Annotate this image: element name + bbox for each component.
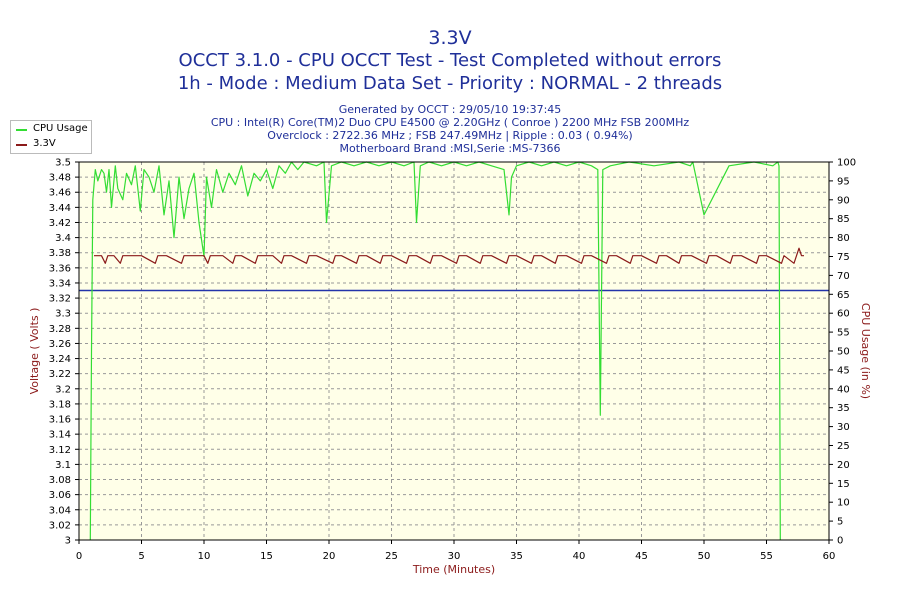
y-right-tick-label: 45	[837, 365, 850, 376]
y-left-tick-label: 3.2	[55, 384, 71, 395]
y-left-axis-label: Voltage ( Volts )	[28, 308, 41, 395]
chart-subtitle-1: OCCT 3.1.0 - CPU OCCT Test - Test Comple…	[178, 50, 722, 71]
y-left-tick-label: 3.14	[49, 430, 71, 441]
y-right-tick-label: 75	[837, 252, 850, 263]
x-tick-label: 55	[760, 551, 773, 562]
y-left-tick-label: 3.28	[49, 324, 71, 335]
legend-swatch-cpu-usage	[16, 129, 27, 131]
y-right-tick-label: 90	[837, 195, 850, 206]
y-right-tick-label: 0	[837, 536, 843, 547]
legend: CPU Usage 3.3V	[10, 120, 92, 154]
y-right-tick-label: 55	[837, 328, 850, 339]
y-left-tick-label: 3.44	[49, 203, 71, 214]
x-axis-label: Time (Minutes)	[412, 563, 495, 576]
y-left-tick-label: 3.08	[49, 475, 71, 486]
y-left-tick-label: 3.34	[49, 278, 71, 289]
y-right-axis-label: CPU Usage (in %)	[859, 303, 872, 399]
y-right-tick-label: 35	[837, 403, 850, 414]
y-left-tick-label: 3.42	[49, 218, 71, 229]
y-right-tick-label: 70	[837, 271, 850, 282]
y-right-tick-label: 20	[837, 460, 850, 471]
y-left-tick-label: 3.06	[49, 490, 71, 501]
y-right-tick-label: 100	[837, 158, 856, 169]
y-right-tick-label: 95	[837, 176, 850, 187]
legend-item-3v3: 3.3V	[11, 137, 91, 151]
x-tick-label: 30	[448, 551, 461, 562]
x-tick-label: 15	[260, 551, 273, 562]
info-generated: Generated by OCCT : 29/05/10 19:37:45	[338, 103, 562, 116]
y-left-tick-label: 3.24	[49, 354, 71, 365]
y-right-tick-label: 50	[837, 347, 850, 358]
y-left-tick-label: 3	[65, 536, 71, 547]
y-left-tick-label: 3.18	[49, 399, 71, 410]
x-tick-label: 5	[138, 551, 144, 562]
legend-label-cpu-usage: CPU Usage	[33, 123, 88, 134]
x-tick-label: 40	[573, 551, 586, 562]
x-tick-label: 25	[385, 551, 398, 562]
y-left-tick-label: 3.02	[49, 520, 71, 531]
series-line-cpu-usage	[89, 161, 781, 541]
x-tick-label: 60	[823, 551, 836, 562]
y-left-tick-label: 3.22	[49, 369, 71, 380]
y-right-tick-label: 65	[837, 290, 850, 301]
y-left-tick-label: 3.04	[49, 505, 71, 516]
y-left-tick-label: 3.48	[49, 173, 71, 184]
y-left-tick-label: 3.32	[49, 294, 71, 305]
y-right-tick-label: 40	[837, 384, 850, 395]
x-tick-label: 10	[198, 551, 211, 562]
y-left-tick-label: 3.16	[49, 415, 71, 426]
y-right-tick-label: 10	[837, 498, 850, 509]
y-right-tick-label: 30	[837, 422, 850, 433]
chart-title: 3.3V	[428, 27, 472, 49]
y-right-tick-label: 15	[837, 479, 850, 490]
y-right-tick-label: 80	[837, 233, 850, 244]
y-right-tick-label: 60	[837, 309, 850, 320]
y-left-tick-label: 3.5	[55, 158, 71, 169]
info-overclock: Overclock : 2722.36 MHz ; FSB 247.49MHz …	[267, 129, 633, 142]
x-tick-label: 50	[698, 551, 711, 562]
y-right-tick-label: 85	[837, 214, 850, 225]
y-left-tick-label: 3.38	[49, 248, 71, 259]
y-left-tick-label: 3.4	[55, 233, 71, 244]
series-line-3v3	[94, 247, 804, 264]
x-tick-label: 35	[510, 551, 523, 562]
x-tick-label: 0	[76, 551, 82, 562]
y-right-tick-label: 25	[837, 441, 850, 452]
y-left-tick-label: 3.26	[49, 339, 71, 350]
legend-swatch-3v3	[16, 144, 27, 146]
y-left-tick-label: 3.36	[49, 263, 71, 274]
chart-subtitle-2: 1h - Mode : Medium Data Set - Priority :…	[177, 73, 723, 94]
y-left-tick-label: 3.1	[55, 460, 71, 471]
info-motherboard: Motherboard Brand :MSI,Serie :MS-7366	[339, 142, 561, 155]
y-right-tick-label: 5	[837, 517, 843, 528]
y-left-tick-label: 3.12	[49, 445, 71, 456]
info-cpu: CPU : Intel(R) Core(TM)2 Duo CPU E4500 @…	[210, 116, 690, 129]
legend-item-cpu-usage: CPU Usage	[11, 122, 91, 136]
legend-label-3v3: 3.3V	[33, 138, 56, 149]
x-tick-label: 45	[635, 551, 648, 562]
plot-border	[78, 161, 830, 541]
x-tick-label: 20	[323, 551, 336, 562]
y-left-tick-label: 3.3	[55, 309, 71, 320]
y-left-tick-label: 3.46	[49, 188, 71, 199]
